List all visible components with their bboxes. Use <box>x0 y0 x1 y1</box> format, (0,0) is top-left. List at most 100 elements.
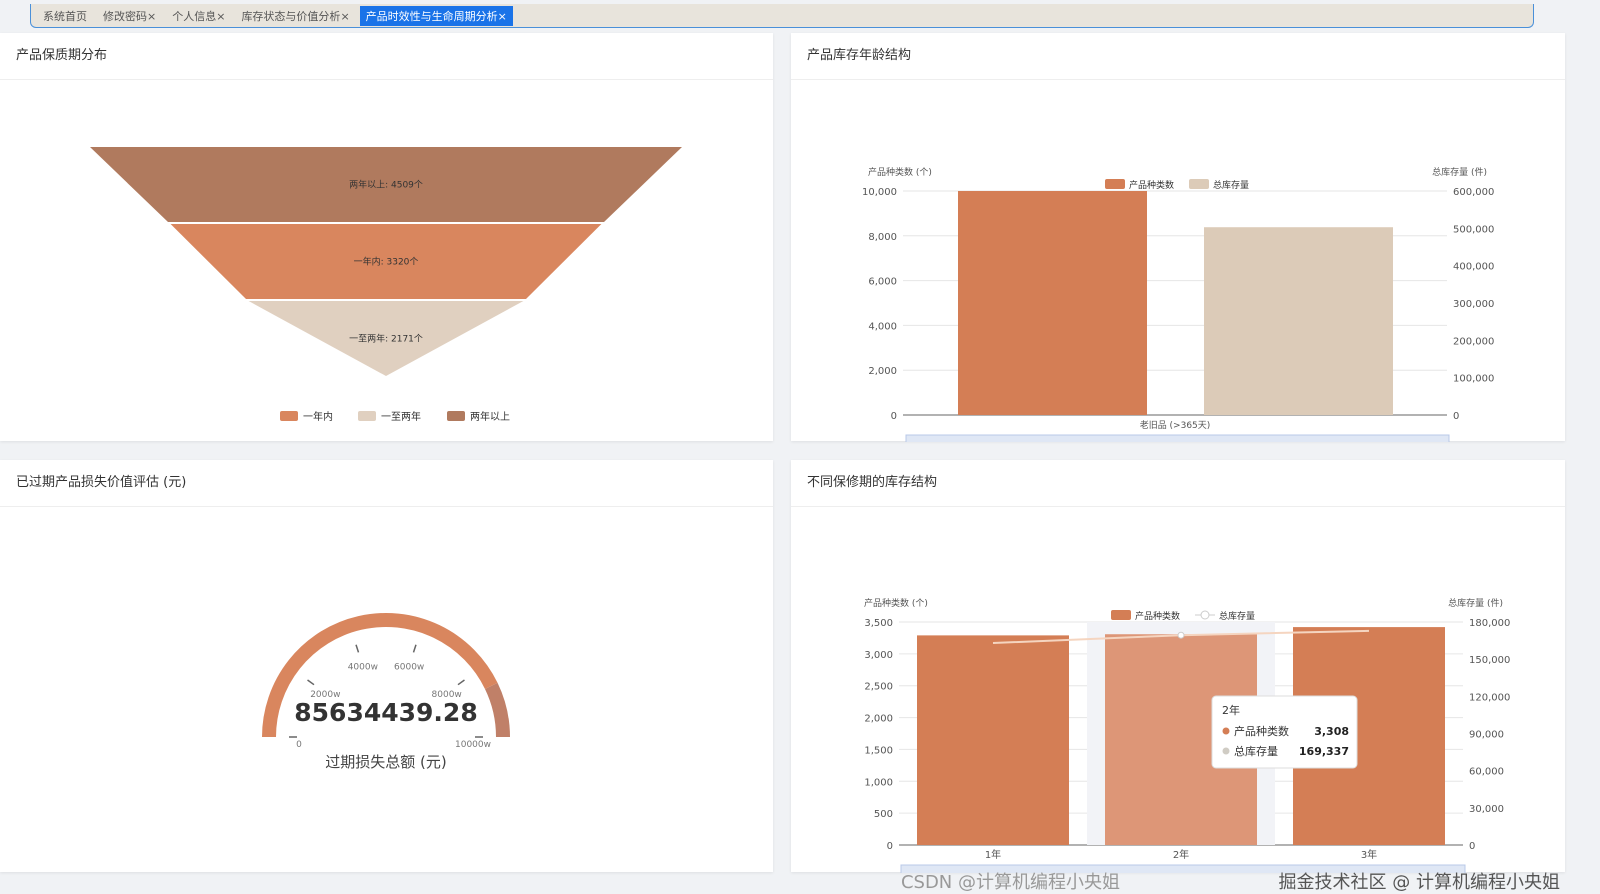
y-tick-left: 10,000 <box>862 187 897 198</box>
y-tick-right: 200,000 <box>1453 336 1494 347</box>
y-tick-right: 300,000 <box>1453 299 1494 310</box>
y-tick-left: 0 <box>887 841 893 852</box>
panel-title: 产品保质期分布 <box>0 33 773 80</box>
legend-label[interactable]: 产品种类数 <box>1135 610 1180 622</box>
tab-label: 库存状态与价值分析 <box>241 9 341 23</box>
y-axis-title-left: 产品种类数 (个) <box>868 166 932 178</box>
datazoom-slider[interactable] <box>905 434 1450 464</box>
legend-swatch[interactable] <box>1189 179 1209 189</box>
tooltip-series: 总库存量 <box>1234 744 1278 758</box>
tab-0[interactable]: 系统首页 <box>37 6 93 26</box>
tab-2[interactable]: 个人信息× <box>166 6 231 26</box>
watermark: 掘金技术社区 @ 计算机编程小央姐 <box>1278 872 1560 893</box>
y-tick-right: 180,000 <box>1469 618 1510 629</box>
bar-total-stock[interactable] <box>1204 227 1393 415</box>
funnel-segment[interactable] <box>90 147 682 222</box>
close-icon[interactable]: × <box>497 9 507 23</box>
x-tick: 老旧品 (>365天) <box>1140 419 1211 431</box>
legend-label[interactable]: 两年以上 <box>470 410 510 423</box>
close-icon[interactable]: × <box>216 9 226 23</box>
funnel-segment[interactable] <box>248 301 524 376</box>
y-tick-right: 400,000 <box>1453 262 1494 273</box>
funnel-segment[interactable] <box>170 224 602 299</box>
legend-label[interactable]: 一年内 <box>303 410 333 423</box>
gauge-tick-label: 2000w <box>310 690 340 700</box>
y-tick-left: 8,000 <box>868 232 897 243</box>
panel-title: 已过期产品损失价值评估 (元) <box>0 460 773 507</box>
y-tick-left: 6,000 <box>868 277 897 288</box>
gauge-tick-label: 10000w <box>455 740 491 750</box>
funnel-label: 两年以上: 4509个 <box>349 179 423 191</box>
gauge-progress-arc <box>262 613 498 738</box>
close-icon[interactable]: × <box>340 9 350 23</box>
gauge-remaining-arc <box>484 682 510 738</box>
y-tick-right: 150,000 <box>1469 655 1510 666</box>
tooltip-marker <box>1222 727 1230 735</box>
y-tick-left: 500 <box>874 809 893 820</box>
y-tick-left: 4,000 <box>868 321 897 332</box>
tab-label: 修改密码 <box>103 9 147 23</box>
x-tick: 1年 <box>985 848 1001 861</box>
legend-swatch[interactable] <box>1105 179 1125 189</box>
legend-label[interactable]: 总库存量 <box>1219 610 1255 622</box>
tooltip-marker <box>1222 747 1230 755</box>
funnel-label: 一年内: 3320个 <box>354 256 419 268</box>
gauge-tick-label: 0 <box>296 740 302 750</box>
y-tick-left: 3,500 <box>864 618 893 629</box>
legend-label[interactable]: 产品种类数 <box>1129 179 1174 191</box>
y-tick-right: 100,000 <box>1453 374 1494 385</box>
tab-label: 个人信息 <box>172 9 217 23</box>
legend-marker[interactable] <box>1200 610 1210 620</box>
legend-swatch[interactable] <box>1111 610 1131 620</box>
tab-3[interactable]: 库存状态与价值分析× <box>235 6 355 26</box>
gauge-tick <box>412 644 417 653</box>
gauge-tick <box>307 679 315 686</box>
bar-product-types[interactable] <box>917 635 1069 845</box>
close-icon[interactable]: × <box>147 9 157 23</box>
y-tick-right: 600,000 <box>1453 187 1494 198</box>
gauge-caption: 过期损失总额 (元) <box>325 753 446 771</box>
legend-label[interactable]: 总库存量 <box>1213 179 1249 191</box>
tab-4[interactable]: 产品时效性与生命周期分析× <box>359 5 513 26</box>
y-tick-left: 1,500 <box>864 745 893 756</box>
legend-swatch[interactable] <box>280 411 298 421</box>
y-tick-left: 2,000 <box>864 714 893 725</box>
panel-shelf-life: 产品保质期分布 两年以上: 4509个 一年内: 3320个 一至两年: 2171个… <box>0 33 773 441</box>
y-tick-right: 90,000 <box>1469 730 1504 741</box>
y-tick-right: 0 <box>1453 411 1459 422</box>
gauge-tick <box>457 679 465 686</box>
y-tick-right: 60,000 <box>1469 767 1504 778</box>
legend-swatch[interactable] <box>358 411 376 421</box>
y-axis-title-left: 产品种类数 (个) <box>864 597 928 609</box>
legend-swatch[interactable] <box>447 411 465 421</box>
warranty-bar-chart: 0 500 1,000 1,500 2,000 2,500 3,000 3,500 0 30,00… <box>864 597 1510 892</box>
panel-title: 不同保修期的库存结构 <box>791 460 1565 507</box>
y-tick-right: 0 <box>1469 841 1475 852</box>
y-tick-left: 2,000 <box>868 366 897 377</box>
y-axis-title-right: 总库存量 (件) <box>1432 166 1487 178</box>
gauge-tick-label: 6000w <box>394 663 424 673</box>
gauge-chart: 0 2000w 4000w 6000w 8000w 10000w 85634439.28 过期… <box>262 613 510 771</box>
watermark-csdn: CSDN @计算机编程小央姐 <box>900 872 1120 893</box>
tooltip-series: 产品种类数 <box>1234 724 1289 738</box>
gauge-value: 85634439.28 <box>294 698 477 727</box>
y-tick-left: 0 <box>891 411 897 422</box>
tab-1[interactable]: 修改密码× <box>97 6 162 26</box>
tooltip-value: 169,337 <box>1299 745 1349 758</box>
legend-label[interactable]: 一至两年 <box>381 410 421 423</box>
y-tick-right: 30,000 <box>1469 804 1504 815</box>
gauge-tick-label: 8000w <box>432 690 462 700</box>
tooltip-title: 2年 <box>1222 703 1240 717</box>
panel-inventory-age: 产品库存年龄结构 0 2,000 4,000 6,000 8,000 10,000 0 100… <box>791 33 1565 464</box>
y-tick-left: 1,000 <box>864 777 893 788</box>
line-point[interactable] <box>1177 631 1185 639</box>
bar-product-types[interactable] <box>958 191 1147 415</box>
y-tick-right: 500,000 <box>1453 224 1494 235</box>
tooltip-value: 3,308 <box>1314 725 1349 738</box>
panel-warranty: 不同保修期的库存结构 0 500 1,000 1,500 2,000 2,500 3,000… <box>791 460 1565 892</box>
tab-label: 系统首页 <box>43 9 87 23</box>
x-tick: 2年 <box>1173 848 1189 861</box>
gauge-tick-label: 4000w <box>348 663 378 673</box>
